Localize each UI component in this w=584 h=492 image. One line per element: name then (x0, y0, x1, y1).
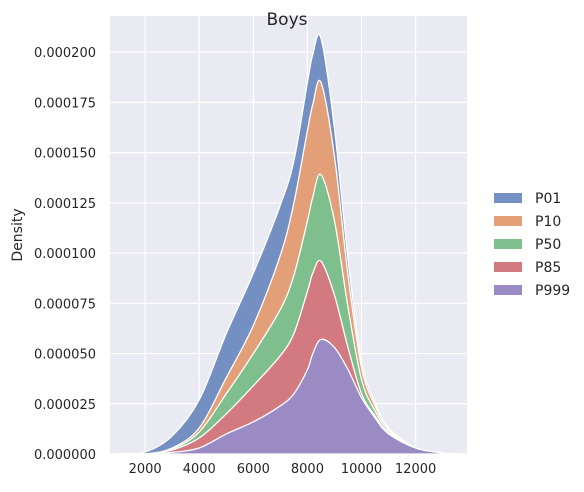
area-p999 (118, 338, 457, 455)
chart-title: Boys (267, 10, 308, 30)
y-tick-label: 0.000075 (34, 297, 96, 312)
legend-label-p10: P10 (535, 214, 561, 230)
y-tick-label: 0.000200 (34, 46, 96, 61)
y-axis-label: Density (10, 208, 26, 261)
legend-swatch-p85 (494, 262, 522, 272)
area-p50 (118, 173, 457, 456)
x-tick-label: 4000 (183, 462, 216, 477)
y-tick-labels: 0.000000 0.000025 0.000050 0.000075 0.000100… (34, 46, 96, 463)
legend-swatch-p999 (494, 285, 522, 295)
x-tick-label: 12000 (395, 462, 436, 477)
x-tick-label: 6000 (237, 462, 270, 477)
legend-swatch-p10 (494, 216, 522, 226)
y-tick-label: 0.000000 (34, 448, 96, 463)
y-tick-label: 0.000025 (34, 398, 96, 413)
legend-swatch-p50 (494, 239, 522, 249)
y-tick-label: 0.000050 (34, 348, 96, 363)
area-p85 (118, 259, 457, 455)
legend-label-p999: P999 (535, 283, 570, 299)
legend-swatch-p01 (494, 193, 522, 203)
legend-label-p01: P01 (535, 191, 561, 207)
y-tick-label: 0.000150 (34, 147, 96, 162)
x-tick-labels: 2000 4000 6000 8000 10000 12000 (129, 462, 437, 477)
area-p10 (118, 79, 457, 456)
legend-label-p85: P85 (535, 260, 561, 276)
y-tick-label: 0.000175 (34, 96, 96, 111)
legend: P01 P10 P50 P85 P999 (494, 191, 570, 299)
x-tick-label: 8000 (291, 462, 324, 477)
x-tick-label: 2000 (129, 462, 162, 477)
x-tick-label: 10000 (341, 462, 382, 477)
y-tick-label: 0.000125 (34, 197, 96, 212)
stacked-areas (118, 33, 457, 456)
legend-label-p50: P50 (535, 237, 561, 253)
y-tick-label: 0.000100 (34, 247, 96, 262)
